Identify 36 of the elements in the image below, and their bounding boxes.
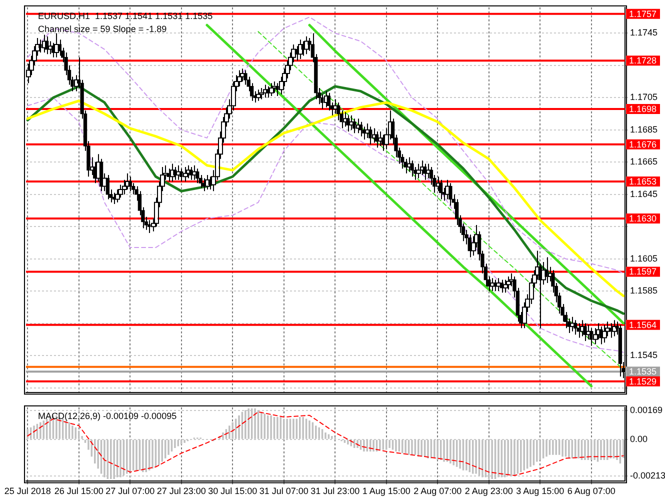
x-tick-label: 1 Aug 15:00 <box>362 486 410 496</box>
y-tick-label: 1.1705 <box>630 92 658 102</box>
y-tick-label: -0.00213 <box>630 470 665 481</box>
x-tick-label: 25 Jul 2018 <box>4 486 51 496</box>
ref-line-label: 1.1535 <box>629 366 657 377</box>
y-tick-label: 1.1585 <box>630 286 658 296</box>
x-tick-label: 26 Jul 15:00 <box>54 486 104 496</box>
ref-line-label: 1.1676 <box>629 139 657 150</box>
y-tick-label: 0.00169 <box>630 404 663 415</box>
ref-line-label: 1.1529 <box>629 376 657 386</box>
x-tick-label: 6 Aug 07:00 <box>567 486 616 496</box>
y-tick-label: 1.1665 <box>630 156 658 167</box>
ref-line-label: 1.1597 <box>629 266 657 277</box>
chart-title: MACD(12,26,9) -0.00109 -0.00095 <box>38 410 177 421</box>
y-tick-label: 1.1605 <box>630 253 658 264</box>
ref-line-label: 1.1728 <box>629 56 657 66</box>
x-tick-label: 2 Aug 23:00 <box>464 486 513 496</box>
x-tick-label: 30 Jul 15:00 <box>208 486 258 496</box>
y-tick-label: 1.1645 <box>630 188 658 199</box>
line-series <box>27 411 624 476</box>
ref-line-label: 1.1757 <box>629 8 657 19</box>
x-tick-label: 3 Aug 15:00 <box>516 486 564 496</box>
y-tick-label: 0.00 <box>630 434 648 444</box>
ref-line-label: 1.1653 <box>629 176 657 186</box>
y-tick-label: 1.1545 <box>630 350 658 360</box>
ref-line-label: 1.1630 <box>629 214 657 224</box>
x-tick-label: 31 Jul 23:00 <box>310 486 360 496</box>
x-tick-label: 27 Jul 23:00 <box>156 486 206 496</box>
ref-line-label: 1.1698 <box>629 104 657 114</box>
y-tick-label: 1.1685 <box>630 124 658 134</box>
x-tick-label: 31 Jul 07:00 <box>259 486 308 496</box>
x-tick-label: 27 Jul 07:00 <box>106 486 155 496</box>
ref-line-label: 1.1564 <box>629 320 657 330</box>
annotation: Channel size = 59 Slope = -1.89 <box>38 24 167 34</box>
y-tick-label: 1.1745 <box>630 28 658 38</box>
x-tick-label: 2 Aug 07:00 <box>414 486 462 496</box>
